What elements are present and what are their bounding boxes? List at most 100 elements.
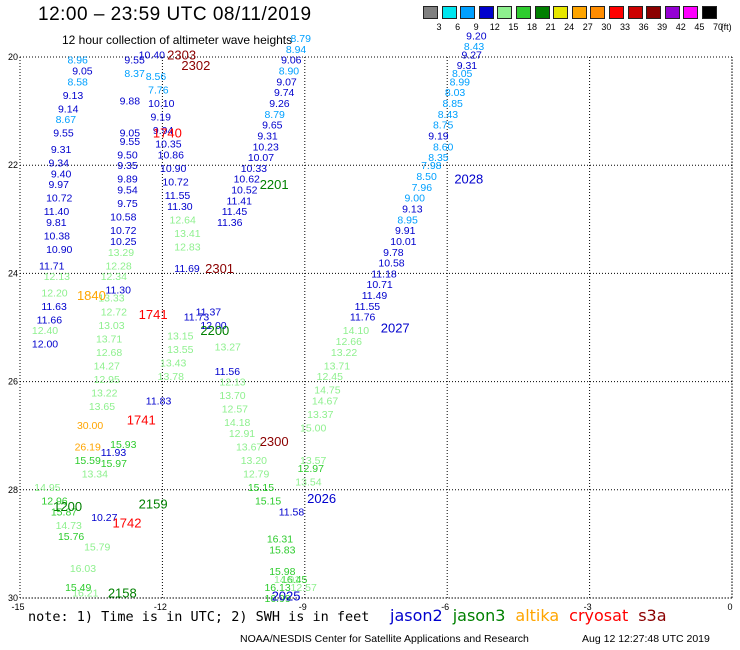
wave-height-label: 13.22 [331, 347, 357, 359]
lon-label: -3 [584, 602, 592, 612]
wave-height-label: 9.55 [124, 55, 145, 67]
scale-swatch [646, 6, 662, 19]
wave-height-label: 9.65 [262, 120, 283, 132]
wave-height-label: 15.93 [110, 439, 136, 451]
wave-height-label: 7.76 [148, 84, 169, 96]
wave-height-label: 10.52 [231, 185, 257, 197]
wave-height-label: 14.73 [56, 520, 82, 532]
scale-label: 18 [526, 22, 537, 32]
wave-height-label: 15.59 [75, 455, 101, 467]
wave-height-label: 12.57 [222, 404, 248, 416]
wave-height-label: 12.00 [200, 320, 226, 332]
wave-height-label: 12.95 [94, 374, 120, 386]
wave-height-label: 11.69 [174, 263, 200, 275]
scale-label: 12 [489, 22, 500, 32]
scale-label: 33 [619, 22, 630, 32]
wave-height-label: 13.43 [160, 358, 186, 370]
wave-height-label: 10.72 [46, 193, 72, 205]
wave-height-label: 12.91 [229, 428, 255, 440]
page-title: 12:00 – 23:59 UTC 08/11/2019 [38, 4, 312, 25]
wave-height-label: 10.25 [110, 236, 136, 248]
lon-label: -9 [299, 602, 307, 612]
wave-height-label: 15.49 [65, 582, 91, 594]
wave-height-label: 13.34 [82, 469, 108, 481]
wave-height-label: 8.43 [438, 109, 459, 121]
legend-jason3: jason3 [452, 606, 506, 625]
wave-height-label: 9.06 [281, 55, 302, 67]
wave-height-label: 12.13 [219, 377, 245, 389]
scale-swatch [441, 6, 457, 19]
wave-height-label: 11.93 [101, 447, 127, 459]
scale-label: 36 [638, 22, 649, 32]
wave-height-label: 9.19 [428, 130, 449, 142]
track-time-label: 2201 [260, 177, 289, 192]
lat-label: 26 [8, 377, 18, 387]
credit-text: NOAA/NESDIS Center for Satellite Applica… [240, 633, 529, 645]
wave-height-label: 11.63 [41, 301, 67, 313]
wave-height-label: 13.29 [108, 247, 134, 259]
scale-label: 24 [564, 22, 575, 32]
wave-height-label: 9.74 [274, 87, 295, 99]
scale-swatch [683, 6, 699, 19]
wave-height-label: 9.31 [257, 130, 278, 142]
wave-height-label: 9.94 [153, 125, 174, 137]
wave-height-label: 12.34 [101, 271, 127, 283]
track-time-label: 1740 [153, 126, 182, 141]
wave-height-label: 12.45 [317, 371, 343, 383]
wave-height-label: 12.68 [96, 347, 122, 359]
wave-height-label: 9.31 [457, 60, 478, 72]
lon-label: -12 [154, 602, 167, 612]
scale-swatch [423, 6, 438, 19]
track-time-label: 2025 [272, 588, 301, 603]
wave-height-label: 13.55 [167, 344, 193, 356]
wave-height-label: 9.75 [117, 198, 138, 210]
wave-height-label: 13.20 [241, 455, 267, 467]
wave-height-label: 8.79 [264, 109, 285, 121]
wave-height-label: 11.18 [371, 268, 397, 280]
scale-label: 39 [657, 22, 668, 32]
wave-height-label: 10.58 [378, 258, 404, 270]
wave-height-label: 13.57 [300, 455, 326, 467]
scale-unit: (ft) [720, 22, 732, 32]
wave-height-label: 8.58 [67, 76, 88, 88]
scale-label: 9 [473, 22, 479, 32]
wave-height-label: 11.58 [279, 506, 305, 518]
scale-swatch [590, 6, 606, 19]
wave-height-label: 9.54 [117, 185, 138, 197]
wave-height-label: 12.64 [170, 214, 196, 226]
wave-height-label: 9.88 [120, 95, 141, 107]
wave-height-label: 9.81 [46, 217, 67, 229]
scale-swatch [553, 6, 569, 19]
track-time-label: 1742 [113, 515, 142, 530]
track-time-label: 2200 [200, 323, 229, 338]
wave-height-label: 12.00 [32, 339, 58, 351]
legend-cryosat: cryosat [569, 606, 629, 625]
wave-height-label: 11.30 [167, 201, 193, 213]
wave-height-label: 13.65 [89, 401, 115, 413]
wave-height-label: 9.97 [48, 179, 69, 191]
wave-height-label: 9.55 [53, 128, 74, 140]
map-frame [19, 56, 733, 599]
wave-height-label: 10.72 [162, 176, 188, 188]
wave-height-label: 13.22 [91, 387, 117, 399]
wave-height-label: 14.75 [314, 385, 340, 397]
wave-height-label: 13.54 [295, 477, 321, 489]
wave-height-label: 9.13 [63, 90, 84, 102]
scale-swatch [702, 6, 717, 19]
map-grid [19, 56, 733, 599]
wave-height-label: 9.05 [72, 66, 93, 78]
wave-height-label: 11.41 [226, 195, 252, 207]
wave-height-label: 7.98 [421, 160, 442, 172]
wave-height-label: 10.01 [390, 236, 416, 248]
wave-height-label: 9.26 [269, 98, 290, 110]
wave-height-label: 14.95 [34, 482, 60, 494]
wave-height-label: 15.15 [255, 496, 281, 508]
lon-label: -15 [11, 602, 24, 612]
wave-height-label: 12.72 [101, 306, 127, 318]
wave-height-label: 15.87 [51, 506, 77, 518]
wave-height-label: 16.13 [264, 582, 290, 594]
wave-height-label: 9.55 [120, 136, 141, 148]
wave-height-label: 11.73 [184, 312, 210, 324]
wave-height-label: 10.10 [148, 98, 174, 110]
